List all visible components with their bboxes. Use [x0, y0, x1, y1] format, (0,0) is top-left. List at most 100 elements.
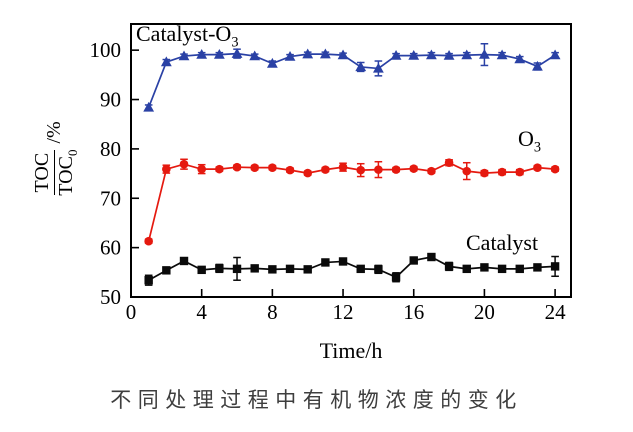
data-point-circle [391, 165, 401, 174]
data-point-circle [480, 168, 489, 178]
data-point-triangle [549, 49, 561, 60]
data-point-square [144, 276, 153, 285]
data-point-triangle [479, 49, 490, 59]
data-point-square [338, 257, 348, 266]
data-point-circle [374, 165, 383, 174]
data-point-square [285, 264, 295, 274]
series-label-catalyst: Catalyst [466, 230, 539, 255]
series-line [147, 52, 556, 108]
data-point-circle [409, 164, 419, 173]
data-point-circle [250, 163, 259, 172]
series-label-catalyst-text: Catalyst [466, 230, 539, 255]
y-axis-label-numerator: TOC [31, 149, 55, 196]
data-point-triangle [408, 49, 420, 60]
data-point-circle [462, 166, 472, 176]
data-point-circle [497, 167, 507, 177]
data-point-circle [232, 162, 242, 172]
x-tick-label: 8 [267, 300, 278, 324]
data-point-square [197, 265, 206, 275]
data-point-square [162, 266, 171, 275]
data-point-triangle [213, 49, 225, 59]
data-point-triangle [266, 57, 278, 68]
x-tick-label: 0 [126, 300, 137, 324]
x-tick-label: 24 [545, 300, 567, 324]
data-point-square [409, 256, 418, 265]
data-point-circle [215, 164, 224, 174]
data-point-square [533, 263, 542, 272]
data-point-circle [321, 165, 330, 174]
data-point-square [303, 265, 312, 274]
data-point-triangle [532, 60, 543, 71]
data-point-square [515, 264, 524, 274]
series-catalyst-o3 [143, 42, 561, 112]
data-point-square [356, 264, 365, 274]
data-point-square [250, 264, 259, 273]
data-point-circle [197, 164, 206, 174]
data-point-triangle [514, 53, 526, 64]
data-point-square [215, 264, 224, 273]
data-point-circle [338, 162, 348, 172]
data-point-triangle [143, 101, 155, 112]
data-point-triangle [337, 49, 349, 60]
data-point-circle [533, 163, 542, 172]
data-point-triangle [461, 49, 473, 60]
data-point-circle [356, 165, 366, 175]
y-tick-label: 80 [100, 137, 121, 161]
y-axis-label: TOC TOC0 /% [29, 100, 80, 220]
data-point-square [232, 264, 242, 274]
series-label-o3-subscript: 3 [533, 139, 542, 156]
data-point-circle [162, 164, 171, 174]
y-tick-label: 60 [100, 236, 121, 260]
x-tick-label: 4 [196, 300, 207, 324]
data-point-triangle [372, 62, 384, 73]
data-point-triangle [178, 50, 190, 61]
series-label-catalyst-o3-subscript: 3 [231, 34, 239, 51]
data-point-circle [550, 164, 560, 174]
data-point-triangle [390, 49, 402, 60]
y-tick-label: 50 [100, 285, 121, 309]
data-point-square [550, 262, 560, 271]
series-label-o3: O3 [518, 126, 541, 154]
data-point-circle [268, 163, 277, 172]
y-axis-label-denominator-subscript: 0 [64, 149, 80, 157]
data-point-triangle [302, 48, 314, 59]
data-point-square [321, 258, 330, 267]
data-point-square [444, 262, 454, 271]
y-axis-label-denominator: TOC0 [54, 147, 80, 199]
y-tick-label: 90 [100, 88, 121, 112]
data-point-square [179, 256, 189, 266]
data-point-triangle [196, 49, 208, 59]
data-point-triangle [249, 50, 261, 61]
data-point-circle [515, 167, 525, 177]
x-axis-label: Time/h [319, 338, 383, 363]
data-point-square [391, 273, 401, 282]
data-point-triangle [319, 48, 331, 59]
y-axis-label-unit: /% [42, 121, 65, 144]
data-point-square [268, 265, 277, 274]
data-point-triangle [160, 56, 172, 67]
x-tick-label: 12 [333, 300, 354, 324]
data-point-triangle [443, 49, 455, 60]
series-o3 [144, 158, 560, 246]
y-tick-label: 70 [100, 186, 121, 210]
series-catalyst [144, 252, 560, 286]
data-point-square [374, 265, 383, 274]
data-point-circle [285, 165, 295, 175]
data-point-square [427, 252, 436, 262]
series-label-catalyst-o3: Catalyst-O3 [136, 21, 238, 49]
data-point-square [462, 264, 471, 274]
series-label-o3-text: O [518, 126, 534, 151]
data-point-circle [144, 236, 153, 246]
y-axis-label-fraction: TOC TOC0 [31, 147, 80, 199]
data-point-circle [427, 166, 436, 176]
data-point-square [497, 264, 507, 274]
data-point-circle [179, 159, 189, 169]
y-tick-label: 100 [90, 38, 122, 62]
data-point-triangle [496, 49, 508, 60]
data-point-triangle [284, 50, 296, 61]
x-tick-label: 20 [474, 300, 495, 324]
series-line [148, 256, 556, 281]
y-axis-label-denominator-text: TOC [54, 156, 77, 196]
